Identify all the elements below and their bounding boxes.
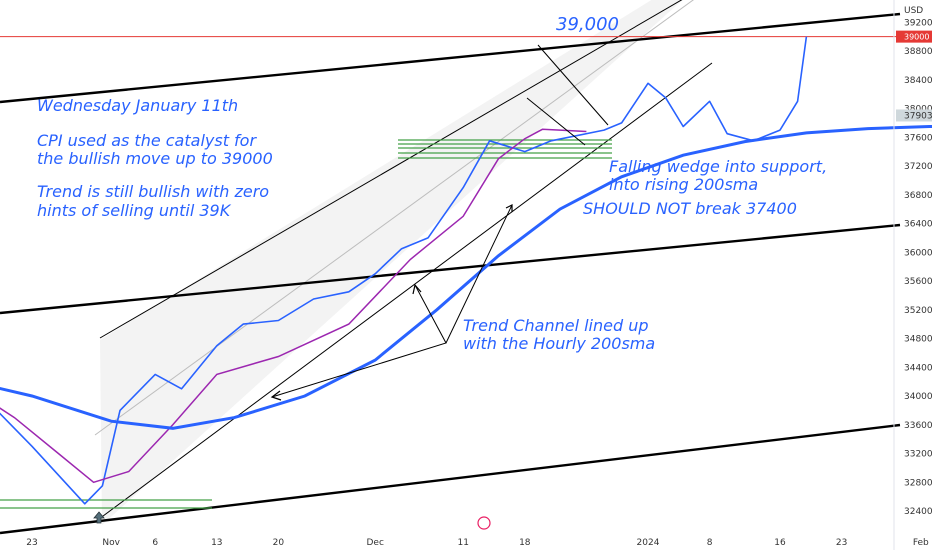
arrow-head	[505, 204, 513, 212]
annotation-text: hints of selling until 39K	[37, 201, 232, 220]
x-tick-label: 8	[707, 538, 713, 548]
y-tick-label: 32800	[904, 478, 932, 488]
annotation-text: Wednesday January 11th	[37, 96, 238, 115]
arrow-head	[270, 390, 282, 401]
trend-line-middle	[0, 223, 901, 315]
up-arrow-marker-icon	[93, 511, 105, 524]
tradingview-event-icon	[477, 516, 491, 530]
annotation-text: with the Hourly 200sma	[463, 334, 655, 353]
currency-label: USD	[904, 6, 923, 16]
wedge-lower-line	[526, 97, 586, 146]
y-tick-label: 37200	[904, 162, 932, 172]
y-tick-label: 33600	[904, 421, 932, 431]
arrow-head	[412, 283, 422, 295]
level-price-label: 39000	[904, 33, 929, 42]
trend-line-top	[0, 12, 901, 104]
y-tick-label: 38800	[904, 47, 932, 57]
y-tick-label: 39200	[904, 18, 932, 28]
y-tick-label: 34400	[904, 363, 932, 373]
sma-200-line	[0, 124, 932, 430]
x-tick-label: 2024	[637, 538, 660, 548]
x-tick-label: 18	[519, 538, 531, 548]
annotation-text: Trend is still bullish with zero	[37, 182, 269, 201]
annotation-text: CPI used as the catalyst for	[37, 131, 257, 150]
x-tick-label: 11	[457, 538, 468, 548]
y-tick-label: 35200	[904, 306, 932, 316]
x-tick-label: 20	[273, 538, 285, 548]
y-tick-label: 35600	[904, 277, 932, 287]
annotation-text: Trend Channel lined up	[463, 316, 649, 335]
y-tick-label: 33200	[904, 450, 932, 460]
price-line	[0, 36, 808, 505]
annotation-text: Falling wedge into support,	[609, 157, 827, 176]
level-price-box	[896, 30, 932, 43]
y-tick-label: 38400	[904, 76, 932, 86]
y-tick-label: 34000	[904, 392, 932, 402]
annotation-text: into rising 200sma	[609, 175, 758, 194]
y-tick-label: 32400	[904, 507, 932, 517]
y-tick-label: 36400	[904, 220, 932, 230]
annotation-text: SHOULD NOT break 37400	[583, 199, 797, 218]
channel-mid-line	[94, 0, 694, 436]
channel-fill	[100, 0, 683, 525]
sma-20-line	[0, 128, 587, 484]
x-tick-label: Nov	[102, 538, 120, 548]
y-tick-label: 34800	[904, 335, 932, 345]
arrow-line	[445, 204, 513, 344]
x-tick-label: 16	[774, 538, 786, 548]
wedge-upper-line	[537, 44, 609, 126]
last-price-box	[896, 109, 932, 122]
x-tick-label: 6	[152, 538, 158, 548]
channel-upper-line	[99, 0, 683, 339]
last-price-label: 37903	[904, 111, 932, 121]
x-tick-label: Dec	[366, 538, 383, 548]
trend-line-bottom	[0, 423, 901, 535]
annotation-text: the bullish move up to 39000	[37, 149, 273, 168]
x-tick-label: 23	[836, 538, 847, 548]
annotation-text: 39,000	[556, 14, 619, 35]
y-tick-label: 37600	[904, 133, 932, 143]
x-tick-label: 13	[211, 538, 222, 548]
x-tick-label: 23	[26, 538, 37, 548]
x-tick-label: Feb	[913, 538, 929, 548]
y-tick-label: 36800	[904, 191, 932, 201]
y-tick-label: 36000	[904, 248, 932, 258]
